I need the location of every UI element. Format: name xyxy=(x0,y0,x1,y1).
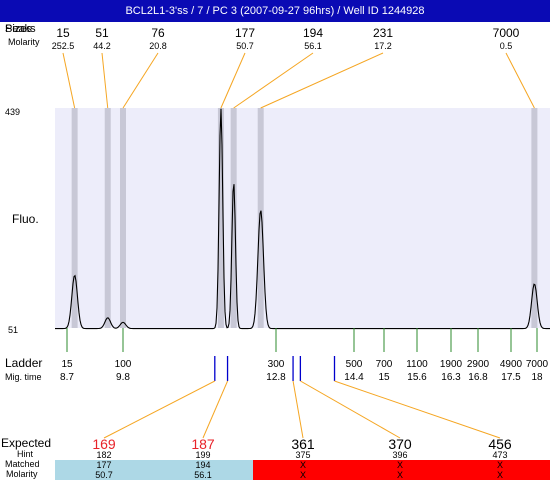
ladder-mig-time-label: 17.5 xyxy=(501,372,521,383)
peak-size-label: 7000 xyxy=(493,26,520,40)
ladder-size-label: 500 xyxy=(346,359,363,370)
ladder-mig-time-label: 9.8 xyxy=(116,372,130,383)
peak-band xyxy=(217,108,224,328)
expected-callout-line xyxy=(292,380,304,439)
window-title: BCL2L1-3'ss / 7 / PC 3 (2007-09-27 96hrs… xyxy=(125,5,425,17)
expected-size-label: 187 xyxy=(191,436,215,452)
plot-background xyxy=(55,108,550,328)
ladder-mig-time-label: 8.7 xyxy=(60,372,74,383)
ladder-size-label: 15 xyxy=(61,359,73,370)
matched-molarity-value: 56.1 xyxy=(194,470,212,480)
peak-callout-line xyxy=(505,52,535,109)
ladder-size-label: 1900 xyxy=(440,359,463,370)
fluo-label: Fluo. xyxy=(12,212,39,226)
hint-value: 199 xyxy=(195,450,210,460)
ladder-mig-time-label: 15.6 xyxy=(407,372,427,383)
ladder-size-label: 2900 xyxy=(467,359,490,370)
matched-value: 194 xyxy=(195,460,210,470)
title-bar: BCL2L1-3'ss / 7 / PC 3 (2007-09-27 96hrs… xyxy=(0,0,550,22)
expected-callout-line xyxy=(334,380,501,439)
peak-callout-line xyxy=(101,52,109,109)
mig-time-label: Mig. time xyxy=(5,372,42,382)
hint-label: Hint xyxy=(17,449,34,459)
ladder-size-label: 700 xyxy=(376,359,393,370)
ladder-mig-time-label: 14.4 xyxy=(344,372,364,383)
matched-value: 177 xyxy=(96,460,111,470)
matched-molarity-value: X xyxy=(497,470,503,480)
matched-missing-band xyxy=(253,460,550,480)
peak-molarity-label: 56.1 xyxy=(304,41,322,51)
peaks-label: Peaks xyxy=(5,23,36,35)
peak-callout-line xyxy=(260,52,384,109)
hint-value: 473 xyxy=(492,450,507,460)
peak-size-label: 194 xyxy=(303,26,323,40)
expected-callout-line xyxy=(300,380,401,439)
matched-molarity-value: 50.7 xyxy=(95,470,113,480)
ladder-mig-time-label: 16.3 xyxy=(441,372,461,383)
peak-molarity-label: 20.8 xyxy=(149,41,167,51)
expected-label: Expected xyxy=(1,436,51,450)
ladder-label: Ladder xyxy=(5,356,42,370)
molarity-row-label: Molarity xyxy=(6,469,38,479)
matched-molarity-value: X xyxy=(300,470,306,480)
matched-molarity-value: X xyxy=(397,470,403,480)
expected-size-label: 456 xyxy=(488,436,512,452)
ladder-mig-time-label: 12.8 xyxy=(266,372,286,383)
fluorescence-trace xyxy=(55,108,550,330)
peak-band xyxy=(531,108,538,328)
peak-band xyxy=(71,108,78,328)
ladder-size-label: 100 xyxy=(115,359,132,370)
ladder-mig-time-label: 15 xyxy=(378,372,390,383)
peak-band xyxy=(120,108,126,328)
peak-size-label: 177 xyxy=(235,26,255,40)
peak-molarity-label: 0.5 xyxy=(500,41,513,51)
peak-size-label: 15 xyxy=(56,26,70,40)
peak-molarity-label: 44.2 xyxy=(93,41,111,51)
ladder-size-label: 7000 xyxy=(526,359,549,370)
expected-callout-line xyxy=(103,380,216,439)
peak-callout-line xyxy=(220,52,246,109)
peak-band xyxy=(230,108,237,328)
ladder-size-label: 300 xyxy=(268,359,285,370)
ladder-mig-time-label: 16.8 xyxy=(468,372,488,383)
peak-size-label: 51 xyxy=(95,26,109,40)
matched-label: Matched xyxy=(5,459,40,469)
ladder-mig-time-label: 18 xyxy=(531,372,543,383)
peak-callout-line xyxy=(122,52,159,109)
peak-band xyxy=(257,108,264,328)
peak-callout-line xyxy=(233,52,314,109)
peak-size-label: 231 xyxy=(373,26,393,40)
matched-value: X xyxy=(397,460,403,470)
hint-value: 396 xyxy=(392,450,407,460)
ladder-size-label: 1100 xyxy=(406,359,428,370)
y-max-label: 439 xyxy=(5,107,20,117)
peak-molarity-label: 252.5 xyxy=(52,41,75,51)
molarity-label: Molarity xyxy=(8,37,40,47)
y-min-label: 51 xyxy=(8,325,18,335)
peak-molarity-label: 17.2 xyxy=(374,41,392,51)
expected-size-label: 169 xyxy=(92,436,116,452)
peak-molarity-label: 50.7 xyxy=(236,41,254,51)
sizes-label: Sizes xyxy=(5,23,32,35)
peak-size-label: 76 xyxy=(151,26,165,40)
matched-value: X xyxy=(300,460,306,470)
hint-value: 182 xyxy=(96,450,111,460)
matched-ok-band xyxy=(55,460,253,480)
ladder-size-label: 4900 xyxy=(500,359,523,370)
expected-size-label: 361 xyxy=(291,436,315,452)
expected-callout-line xyxy=(202,380,229,439)
hint-value: 375 xyxy=(295,450,310,460)
expected-size-label: 370 xyxy=(388,436,412,452)
matched-value: X xyxy=(497,460,503,470)
peak-band xyxy=(104,108,111,328)
peak-callout-line xyxy=(62,52,76,109)
